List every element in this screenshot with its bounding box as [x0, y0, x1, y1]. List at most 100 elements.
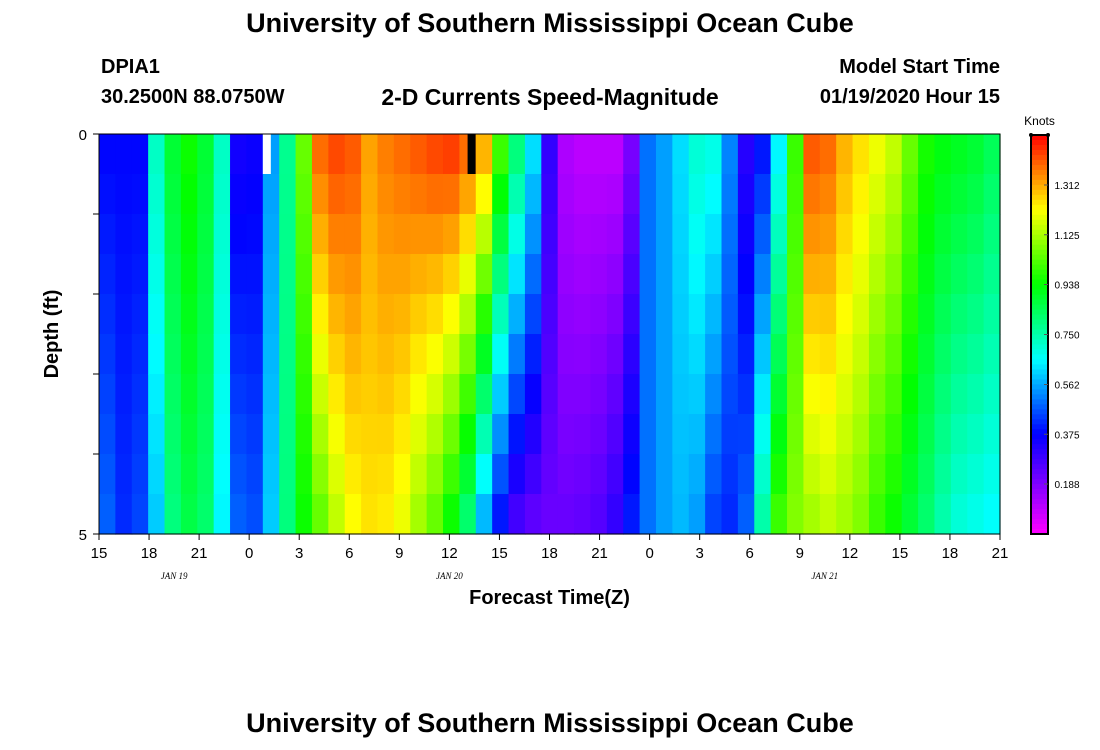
heatmap-cell: [950, 374, 968, 415]
heatmap-cell: [180, 454, 198, 495]
heatmap-cell: [246, 294, 264, 335]
heatmap-cell: [574, 174, 592, 215]
colorbar-band: [1031, 409, 1048, 415]
x-tick-label: 9: [395, 545, 403, 562]
heatmap-cell: [148, 294, 166, 335]
heatmap-cell: [262, 174, 280, 215]
heatmap-cell: [426, 494, 444, 535]
x-tick-label: 9: [796, 545, 804, 562]
heatmap-cell: [803, 214, 821, 255]
heatmap-cell: [230, 494, 248, 535]
heatmap-cell: [377, 454, 395, 495]
heatmap-cell: [688, 454, 706, 495]
heatmap-cell: [131, 414, 149, 455]
heatmap-cell: [721, 214, 739, 255]
heatmap-cell: [623, 214, 641, 255]
heatmap-cell: [361, 214, 379, 255]
colorbar-band: [1031, 319, 1048, 326]
colorbar-band: [1031, 259, 1048, 266]
heatmap-cell: [557, 174, 575, 215]
colorbar-tick-label: 0.750: [1054, 331, 1079, 342]
heatmap-cell: [934, 494, 952, 535]
heatmap-cell: [819, 414, 837, 455]
heatmap-cell: [705, 494, 723, 535]
heatmap-cell: [99, 374, 116, 415]
heatmap-cell: [803, 254, 821, 295]
heatmap-cell: [328, 334, 346, 375]
colorbar-band: [1031, 389, 1048, 395]
heatmap-cell: [99, 414, 116, 455]
heatmap-cell: [967, 254, 985, 295]
heatmap-cell: [721, 294, 739, 335]
colorbar-tick-label: 0.562: [1054, 381, 1079, 392]
heatmap-cell: [721, 374, 739, 415]
heatmap-cell: [688, 414, 706, 455]
heatmap-cell: [868, 214, 886, 255]
heatmap-cell: [311, 334, 329, 375]
heatmap-cell: [197, 134, 215, 175]
station-coords: 30.2500N 88.0750W: [101, 86, 285, 108]
heatmap-cell: [410, 454, 428, 495]
heatmap-cell: [787, 214, 805, 255]
heatmap-cell: [655, 134, 673, 175]
heatmap-cell: [934, 134, 952, 175]
colorbar-band: [1031, 359, 1048, 366]
heatmap-cell: [852, 294, 870, 335]
heatmap-cell: [803, 454, 821, 495]
heatmap-cell: [639, 254, 657, 295]
heatmap-cell: [213, 374, 231, 415]
heatmap-cell: [115, 454, 133, 495]
heatmap-cell: [246, 374, 264, 415]
heatmap-cell: [541, 294, 559, 335]
heatmap-cell: [705, 334, 723, 375]
heatmap-cell: [475, 454, 493, 495]
heatmap-cell: [164, 414, 182, 455]
heatmap-cell: [213, 174, 231, 215]
heatmap-cell: [918, 374, 936, 415]
heatmap-cell: [918, 174, 936, 215]
heatmap-cell: [99, 334, 116, 375]
heatmap-cell: [131, 494, 149, 535]
heatmap-cell: [344, 134, 362, 175]
heatmap-cell: [705, 294, 723, 335]
colorbar-band: [1031, 284, 1048, 291]
heatmap-cell: [688, 294, 706, 335]
heatmap-cell: [655, 414, 673, 455]
colorbar-band: [1031, 324, 1048, 331]
heatmap-cell: [885, 254, 903, 295]
heatmap-cell: [623, 294, 641, 335]
heatmap-cell: [901, 174, 919, 215]
heatmap-cell: [180, 134, 198, 175]
heatmap-cell: [262, 294, 280, 335]
heatmap-cell: [770, 494, 788, 535]
heatmap-cell: [639, 174, 657, 215]
colorbar-band: [1031, 169, 1048, 176]
heatmap-cell: [967, 414, 985, 455]
heatmap-cell: [606, 414, 624, 455]
heatmap-cell: [737, 374, 755, 415]
colorbar-band: [1031, 294, 1048, 301]
heatmap-cell: [934, 214, 952, 255]
heatmap-cell: [443, 214, 460, 255]
heatmap-cell: [508, 374, 526, 415]
heatmap-cell: [475, 334, 493, 375]
heatmap-cell: [344, 174, 362, 215]
heatmap-cell: [311, 494, 329, 535]
heatmap-cell: [934, 454, 952, 495]
colorbar-band: [1031, 504, 1048, 510]
heatmap-cell: [754, 214, 772, 255]
heatmap-cell: [279, 174, 297, 215]
colorbar-band: [1031, 349, 1048, 356]
heatmap-cell: [279, 374, 297, 415]
colorbar-band: [1031, 184, 1048, 191]
heatmap-cell: [262, 374, 280, 415]
heatmap-cell: [524, 294, 542, 335]
heatmap-cell: [328, 294, 346, 335]
y-tick-label: 0: [79, 127, 87, 144]
heatmap-cell: [803, 374, 821, 415]
colorbar-band: [1031, 279, 1048, 286]
heatmap-cell: [131, 134, 149, 175]
heatmap-cell: [639, 414, 657, 455]
heatmap-cell: [901, 454, 919, 495]
heatmap-cell: [901, 134, 919, 175]
